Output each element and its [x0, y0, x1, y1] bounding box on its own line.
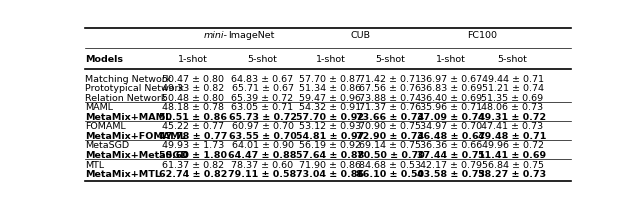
- Text: 36.36 ± 0.66: 36.36 ± 0.66: [420, 141, 482, 150]
- Text: 48.18 ± 0.78: 48.18 ± 0.78: [162, 103, 224, 112]
- Text: 58.27 ± 0.73: 58.27 ± 0.73: [479, 169, 547, 178]
- Text: 49.48 ± 0.71: 49.48 ± 0.71: [478, 131, 547, 140]
- Text: 60.97 ± 0.70: 60.97 ± 0.70: [232, 122, 294, 131]
- Text: 73.04 ± 0.86: 73.04 ± 0.86: [296, 169, 365, 178]
- Text: 51.35 ± 0.69: 51.35 ± 0.69: [481, 93, 543, 102]
- Text: 1-shot: 1-shot: [178, 54, 208, 63]
- Text: 1-shot: 1-shot: [436, 54, 466, 63]
- Text: 51.34 ± 0.86: 51.34 ± 0.86: [300, 84, 362, 93]
- Text: 5-shot: 5-shot: [376, 54, 405, 63]
- Text: MetaMix+FOMAML: MetaMix+FOMAML: [85, 131, 186, 140]
- Text: Relation Network: Relation Network: [85, 93, 166, 102]
- Text: 49.33 ± 0.82: 49.33 ± 0.82: [162, 84, 224, 93]
- Text: 37.44 ± 0.71: 37.44 ± 0.71: [417, 150, 485, 159]
- Text: 36.48 ± 0.67: 36.48 ± 0.67: [417, 131, 485, 140]
- Text: 48.06 ± 0.73: 48.06 ± 0.73: [481, 103, 543, 112]
- Text: 67.56 ± 0.76: 67.56 ± 0.76: [360, 84, 422, 93]
- Text: 50.48 ± 0.80: 50.48 ± 0.80: [162, 93, 224, 102]
- Text: CUB: CUB: [351, 31, 371, 40]
- Text: 56.19 ± 0.92: 56.19 ± 0.92: [300, 141, 362, 150]
- Text: MetaMix+MetaSGD: MetaMix+MetaSGD: [85, 150, 188, 159]
- Text: 42.17 ± 0.79: 42.17 ± 0.79: [420, 160, 482, 169]
- Text: MTL: MTL: [85, 160, 104, 169]
- Text: 36.40 ± 0.69: 36.40 ± 0.69: [420, 93, 482, 102]
- Text: 63.05 ± 0.71: 63.05 ± 0.71: [232, 103, 294, 112]
- Text: 63.55 ± 0.70: 63.55 ± 0.70: [228, 131, 296, 140]
- Text: 49.44 ± 0.71: 49.44 ± 0.71: [481, 74, 543, 83]
- Text: 59.47 ± 0.96: 59.47 ± 0.96: [300, 93, 362, 102]
- Text: 51.41 ± 0.69: 51.41 ± 0.69: [479, 150, 547, 159]
- Text: 61.37 ± 0.82: 61.37 ± 0.82: [162, 160, 224, 169]
- Text: 50.47 ± 0.80: 50.47 ± 0.80: [162, 74, 224, 83]
- Text: MetaSGD: MetaSGD: [85, 141, 129, 150]
- Text: 36.83 ± 0.69: 36.83 ± 0.69: [420, 84, 482, 93]
- Text: 54.32 ± 0.91: 54.32 ± 0.91: [300, 103, 362, 112]
- Text: 5-shot: 5-shot: [497, 54, 527, 63]
- Text: 70.50 ± 0.70: 70.50 ± 0.70: [356, 150, 424, 159]
- Text: 65.39 ± 0.72: 65.39 ± 0.72: [232, 93, 294, 102]
- Text: 62.74 ± 0.82: 62.74 ± 0.82: [159, 169, 227, 178]
- Text: Matching Network: Matching Network: [85, 74, 172, 83]
- Text: 50.51 ± 0.86: 50.51 ± 0.86: [159, 112, 227, 121]
- Text: ImageNet: ImageNet: [228, 31, 274, 40]
- Text: 64.83 ± 0.67: 64.83 ± 0.67: [232, 74, 294, 83]
- Text: 35.96 ± 0.71: 35.96 ± 0.71: [420, 103, 482, 112]
- Text: 34.97 ± 0.70: 34.97 ± 0.70: [420, 122, 482, 131]
- Text: 71.90 ± 0.86: 71.90 ± 0.86: [300, 160, 362, 169]
- Text: 71.37 ± 0.76: 71.37 ± 0.76: [360, 103, 422, 112]
- Text: 51.21 ± 0.74: 51.21 ± 0.74: [481, 84, 543, 93]
- Text: 57.64 ± 0.88: 57.64 ± 0.88: [296, 150, 365, 159]
- Text: MetaMix+MAML: MetaMix+MAML: [85, 112, 171, 121]
- Text: 45.22 ± 0.77: 45.22 ± 0.77: [162, 122, 224, 131]
- Text: MetaMix+MTL: MetaMix+MTL: [85, 169, 161, 178]
- Text: 53.12 ± 0.93: 53.12 ± 0.93: [300, 122, 362, 131]
- Text: 54.81 ± 0.97: 54.81 ± 0.97: [296, 131, 365, 140]
- Text: 70.90 ± 0.75: 70.90 ± 0.75: [360, 122, 422, 131]
- Text: FC100: FC100: [467, 31, 497, 40]
- Text: 5-shot: 5-shot: [248, 54, 278, 63]
- Text: 57.70 ± 0.92: 57.70 ± 0.92: [296, 112, 365, 121]
- Text: 65.71 ± 0.67: 65.71 ± 0.67: [232, 84, 294, 93]
- Text: 73.88 ± 0.74: 73.88 ± 0.74: [360, 93, 422, 102]
- Text: 69.14 ± 0.75: 69.14 ± 0.75: [360, 141, 422, 150]
- Text: 56.84 ± 0.75: 56.84 ± 0.75: [481, 160, 543, 169]
- Text: 50.60 ± 1.80: 50.60 ± 1.80: [159, 150, 227, 159]
- Text: 49.31 ± 0.72: 49.31 ± 0.72: [479, 112, 547, 121]
- Text: Models: Models: [85, 54, 123, 63]
- Text: 43.58 ± 0.73: 43.58 ± 0.73: [417, 169, 485, 178]
- Text: 49.93 ± 1.73: 49.93 ± 1.73: [162, 141, 224, 150]
- Text: 86.10 ± 0.50: 86.10 ± 0.50: [356, 169, 424, 178]
- Text: mini-: mini-: [204, 31, 228, 40]
- Text: 84.68 ± 0.53: 84.68 ± 0.53: [360, 160, 422, 169]
- Text: 65.73 ± 0.72: 65.73 ± 0.72: [228, 112, 296, 121]
- Text: 37.09 ± 0.74: 37.09 ± 0.74: [417, 112, 485, 121]
- Text: Prototypical Network: Prototypical Network: [85, 84, 184, 93]
- Text: 64.47 ± 0.88: 64.47 ± 0.88: [228, 150, 297, 159]
- Text: MAML: MAML: [85, 103, 113, 112]
- Text: 47.78 ± 0.77: 47.78 ± 0.77: [159, 131, 227, 140]
- Text: 78.37 ± 0.60: 78.37 ± 0.60: [232, 160, 294, 169]
- Text: 64.01 ± 0.90: 64.01 ± 0.90: [232, 141, 294, 150]
- Text: 79.11 ± 0.58: 79.11 ± 0.58: [228, 169, 297, 178]
- Text: 73.66 ± 0.74: 73.66 ± 0.74: [356, 112, 424, 121]
- Text: 1-shot: 1-shot: [316, 54, 346, 63]
- Text: 36.97 ± 0.67: 36.97 ± 0.67: [420, 74, 482, 83]
- Text: 72.90 ± 0.74: 72.90 ± 0.74: [356, 131, 424, 140]
- Text: 71.42 ± 0.71: 71.42 ± 0.71: [360, 74, 422, 83]
- Text: 49.96 ± 0.72: 49.96 ± 0.72: [481, 141, 543, 150]
- Text: FOMAML: FOMAML: [85, 122, 125, 131]
- Text: 57.70 ± 0.87: 57.70 ± 0.87: [300, 74, 362, 83]
- Text: 47.41 ± 0.73: 47.41 ± 0.73: [481, 122, 543, 131]
